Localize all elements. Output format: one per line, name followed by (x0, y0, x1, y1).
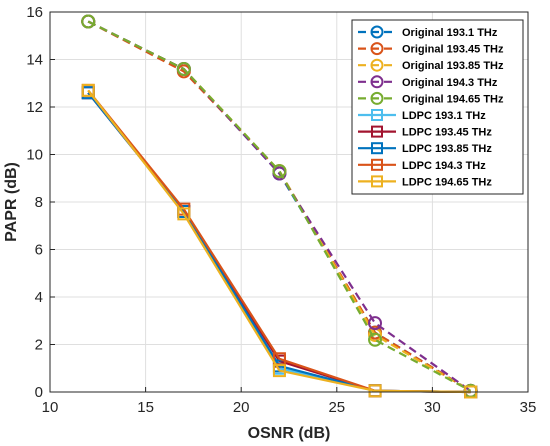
x-tick-label: 20 (233, 399, 250, 416)
y-tick-label: 16 (26, 4, 43, 21)
x-axis-title: OSNR (dB) (248, 425, 331, 442)
legend: Original 193.1 THz Original 193.45 THz Ori… (351, 19, 524, 195)
data-point-marker (370, 91, 384, 105)
y-tick-label: 2 (35, 337, 43, 354)
series-line (87, 20, 472, 392)
legend-label: LDPC 193.45 THz (402, 127, 492, 139)
legend-label: LDPC 193.1 THz (402, 110, 486, 122)
data-point-marker (272, 364, 286, 378)
x-tick-label: 10 (42, 399, 59, 416)
data-point-marker (371, 175, 383, 188)
data-point-marker (371, 142, 383, 155)
series-line (87, 20, 472, 392)
data-point-marker (371, 158, 383, 171)
data-point-marker (370, 58, 384, 72)
legend-label: Original 193.85 THz (402, 60, 504, 72)
data-point-marker (371, 125, 383, 138)
y-tick-label: 4 (35, 289, 43, 306)
y-tick-label: 14 (26, 52, 43, 69)
data-point-marker (176, 62, 191, 76)
data-point-marker (370, 42, 384, 56)
data-point-marker (368, 332, 383, 347)
x-tick-label: 30 (424, 399, 441, 416)
y-tick-label: 12 (26, 99, 43, 116)
data-point-marker (370, 25, 384, 39)
data-point-marker (81, 14, 96, 29)
series-line (87, 89, 471, 394)
legend-label: Original 194.65 THz (402, 93, 504, 105)
x-tick-label: 15 (137, 399, 154, 416)
data-point-marker (272, 164, 287, 179)
data-point-marker (371, 109, 383, 121)
data-point-marker (370, 75, 384, 89)
series-layer (81, 14, 478, 399)
legend-label: Original 193.1 THz (402, 27, 498, 39)
legend-label: LDPC 193.85 THz (402, 143, 492, 155)
x-tick-label: 35 (520, 399, 537, 416)
y-tick-label: 8 (35, 194, 43, 211)
y-tick-label: 6 (35, 242, 43, 259)
legend-label: Original 194.3 THz (402, 77, 498, 89)
y-tick-label: 0 (35, 384, 43, 401)
y-axis-title: PAPR (dB) (3, 162, 20, 242)
legend-label: LDPC 194.65 THz (402, 176, 492, 188)
data-point-marker (368, 316, 383, 331)
legend-label: LDPC 194.3 THz (402, 160, 486, 172)
data-point-marker (81, 83, 95, 97)
legend-label: Original 193.45 THz (402, 44, 504, 56)
axis-ticks: 10 15 20 25 30 35 0 2 4 6 8 10 12 14 16 (26, 4, 536, 416)
data-point-marker (177, 207, 191, 221)
x-tick-label: 25 (328, 399, 345, 416)
y-tick-label: 10 (26, 147, 43, 164)
data-point-marker (368, 384, 382, 398)
